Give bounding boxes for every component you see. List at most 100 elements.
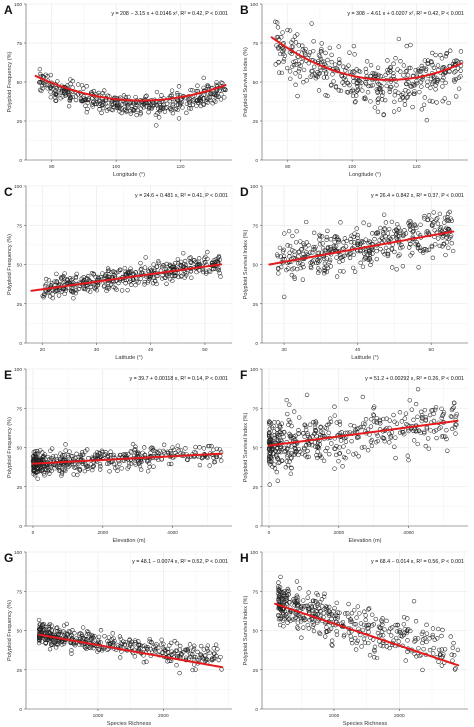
data-point [287, 250, 292, 255]
y-tick-label: 75 [253, 41, 259, 47]
data-point [163, 275, 168, 280]
data-point [402, 228, 407, 233]
x-tick-label: 40 [355, 347, 361, 353]
data-point [302, 434, 307, 440]
data-point [316, 270, 321, 275]
data-point [31, 464, 36, 470]
data-point [192, 449, 197, 455]
data-point [413, 429, 419, 434]
data-point [89, 632, 95, 638]
data-point [374, 87, 379, 92]
data-point [190, 652, 195, 657]
data-point [392, 99, 397, 105]
data-point [90, 102, 95, 107]
data-point [422, 58, 428, 63]
fit-line [38, 633, 224, 669]
data-point [96, 276, 101, 281]
data-point [432, 637, 437, 642]
data-point [175, 107, 180, 113]
y-tick-label: 0 [255, 524, 258, 530]
data-point [72, 643, 78, 648]
data-point [183, 446, 188, 451]
x-tick-label: 80 [285, 164, 291, 170]
data-point [432, 74, 437, 79]
data-point [401, 231, 407, 237]
data-point [369, 417, 374, 422]
data-point [189, 275, 194, 280]
data-point [105, 638, 110, 644]
data-point [45, 454, 51, 460]
data-point [417, 653, 422, 659]
data-point [205, 249, 210, 255]
data-point [415, 245, 421, 250]
data-point [413, 68, 418, 73]
data-point [184, 110, 189, 116]
data-point [319, 234, 325, 239]
data-point [63, 630, 68, 636]
data-point [288, 471, 294, 476]
data-point [341, 454, 347, 460]
data-point [53, 95, 58, 100]
data-point [334, 600, 339, 606]
data-point [188, 651, 193, 656]
data-point [88, 289, 93, 294]
data-point [176, 274, 181, 280]
data-point [71, 296, 76, 301]
data-point [303, 617, 308, 622]
data-point [317, 237, 322, 242]
data-point [171, 263, 176, 268]
data-point [324, 625, 329, 630]
data-point [184, 273, 189, 278]
data-point [434, 100, 439, 105]
data-point [153, 646, 159, 652]
data-point [49, 446, 55, 451]
data-point [396, 107, 402, 112]
points-c [40, 249, 223, 301]
data-point [344, 89, 350, 95]
y-tick-label: 50 [253, 629, 259, 635]
data-point [428, 59, 434, 64]
data-point [324, 605, 330, 610]
data-point [136, 451, 141, 457]
data-point [167, 262, 172, 267]
data-point [297, 586, 302, 591]
data-point [55, 641, 60, 646]
data-point [322, 591, 327, 596]
data-point [80, 98, 85, 103]
data-point [161, 641, 166, 647]
data-point [299, 603, 304, 609]
y-tick-label: 25 [17, 302, 23, 308]
data-point [380, 236, 385, 241]
data-point [400, 244, 405, 250]
data-point [435, 78, 440, 83]
data-point [186, 106, 192, 111]
data-point [314, 453, 319, 458]
data-point [130, 107, 135, 112]
data-point [379, 235, 384, 240]
x-tick-label: 80 [49, 164, 55, 170]
data-point [173, 648, 179, 653]
data-point [400, 634, 405, 639]
data-point [285, 27, 290, 33]
data-point [320, 241, 325, 246]
data-point [335, 614, 340, 619]
y-tick-label: 100 [250, 550, 258, 556]
data-point [204, 271, 209, 276]
data-point [420, 667, 425, 673]
data-point [211, 646, 216, 651]
data-point [36, 617, 42, 623]
data-point [207, 269, 213, 274]
data-point [342, 632, 347, 638]
data-point [420, 415, 425, 420]
data-point [283, 612, 289, 617]
data-point [205, 100, 210, 105]
data-point [308, 74, 313, 79]
data-point [453, 431, 458, 436]
data-point [212, 92, 217, 98]
data-point [190, 88, 195, 93]
data-point [102, 283, 107, 288]
data-point [389, 219, 395, 225]
data-point [330, 643, 335, 648]
